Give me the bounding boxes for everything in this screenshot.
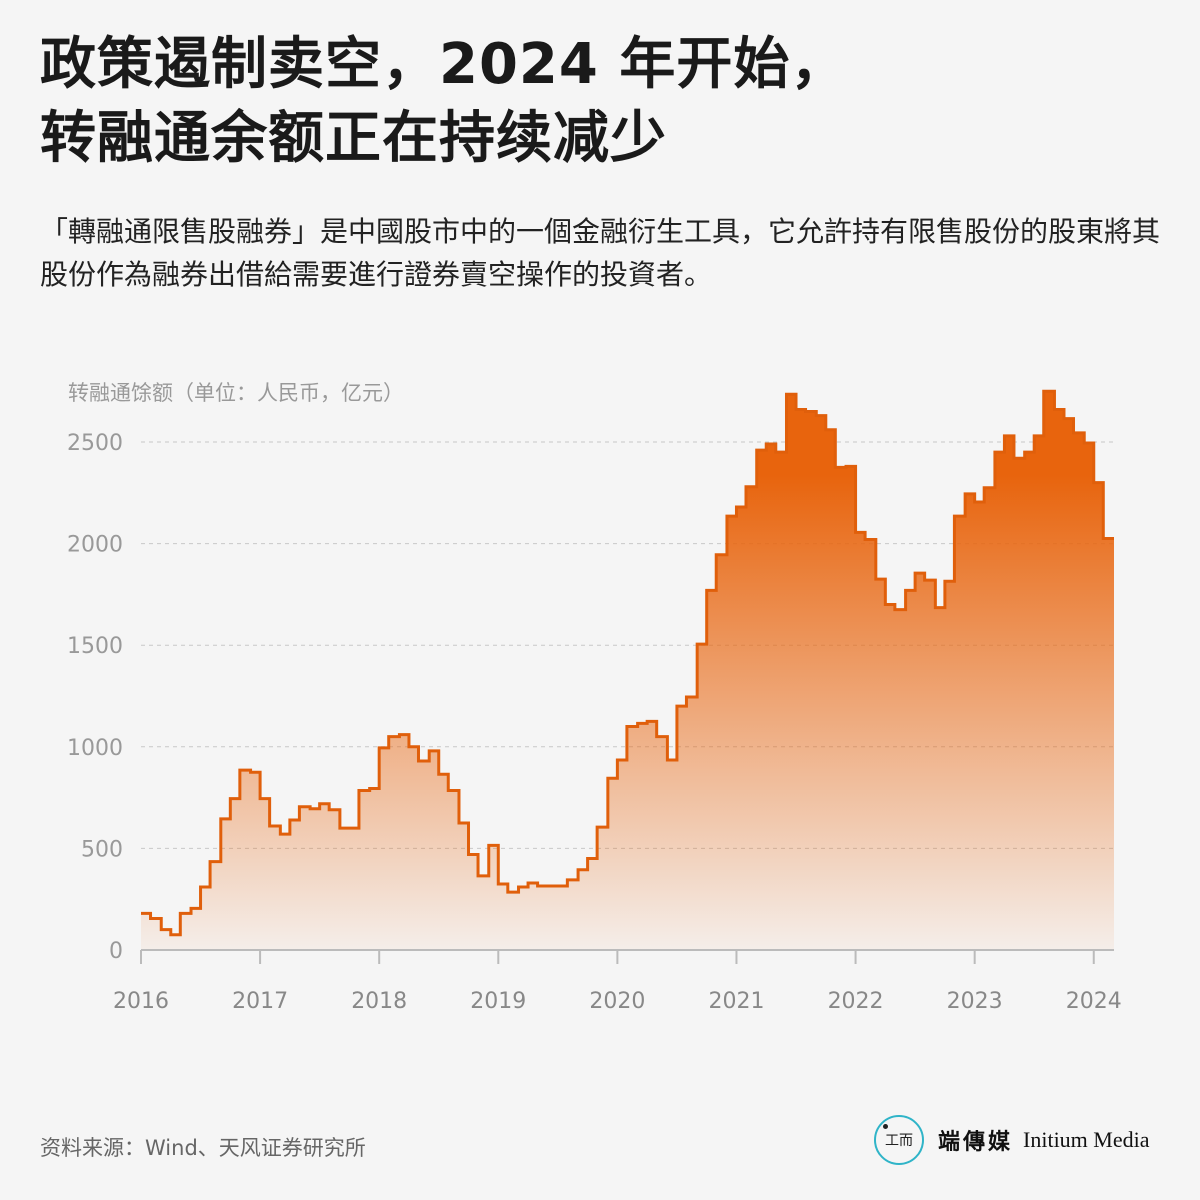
brand: 工而 端傳媒 Initium Media [874,1112,1150,1168]
area-chart: 转融通馀额（单位：人民币，亿元） 0 500 1000 1500 2000 2500 20… [67,381,1122,1014]
x-tick-label: 2018 [351,989,407,1014]
brand-name-cn: 端傳媒 [938,1129,1014,1155]
y-tick-label: 1500 [67,634,123,659]
x-tick-label: 2022 [828,989,884,1014]
headline-line-2: 转融通余额正在持续减少 [40,106,667,171]
y-tick-label: 2500 [67,431,123,456]
y-tick-label: 0 [109,939,123,964]
y-tick-label: 2000 [67,533,123,558]
x-tick-label: 2017 [232,989,288,1014]
y-axis-label: 转融通馀额（单位：人民币，亿元） [68,381,404,405]
x-tick-label: 2016 [113,989,169,1014]
initium-logo-icon: 工而 [874,1115,924,1165]
source-note: 资料来源：Wind、天风证券研究所 [40,1136,366,1160]
x-tick-label: 2020 [589,989,645,1014]
headline: 政策遏制卖空，2024 年开始， 转融通余额正在持续减少 [40,28,1160,176]
y-tick-label: 500 [81,837,123,862]
x-tick-label: 2019 [470,989,526,1014]
brand-name-en: Initium Media [1023,1127,1150,1152]
y-tick-labels: 0 500 1000 1500 2000 2500 [67,431,123,964]
x-tick-label: 2024 [1066,989,1122,1014]
headline-line-1: 政策遏制卖空，2024 年开始， [40,32,848,97]
x-tick-labels: 2016 2017 2018 2019 2020 2021 2022 2023 2024 [113,950,1122,1014]
subtitle: 「轉融通限售股融券」是中國股市中的一個金融衍生工具，它允許持有限售股份的股東將其… [40,215,1161,291]
series-line [141,389,1114,937]
x-tick-label: 2021 [708,989,764,1014]
y-tick-label: 1000 [67,736,123,761]
x-tick-label: 2023 [947,989,1003,1014]
area-fill [141,391,1114,950]
